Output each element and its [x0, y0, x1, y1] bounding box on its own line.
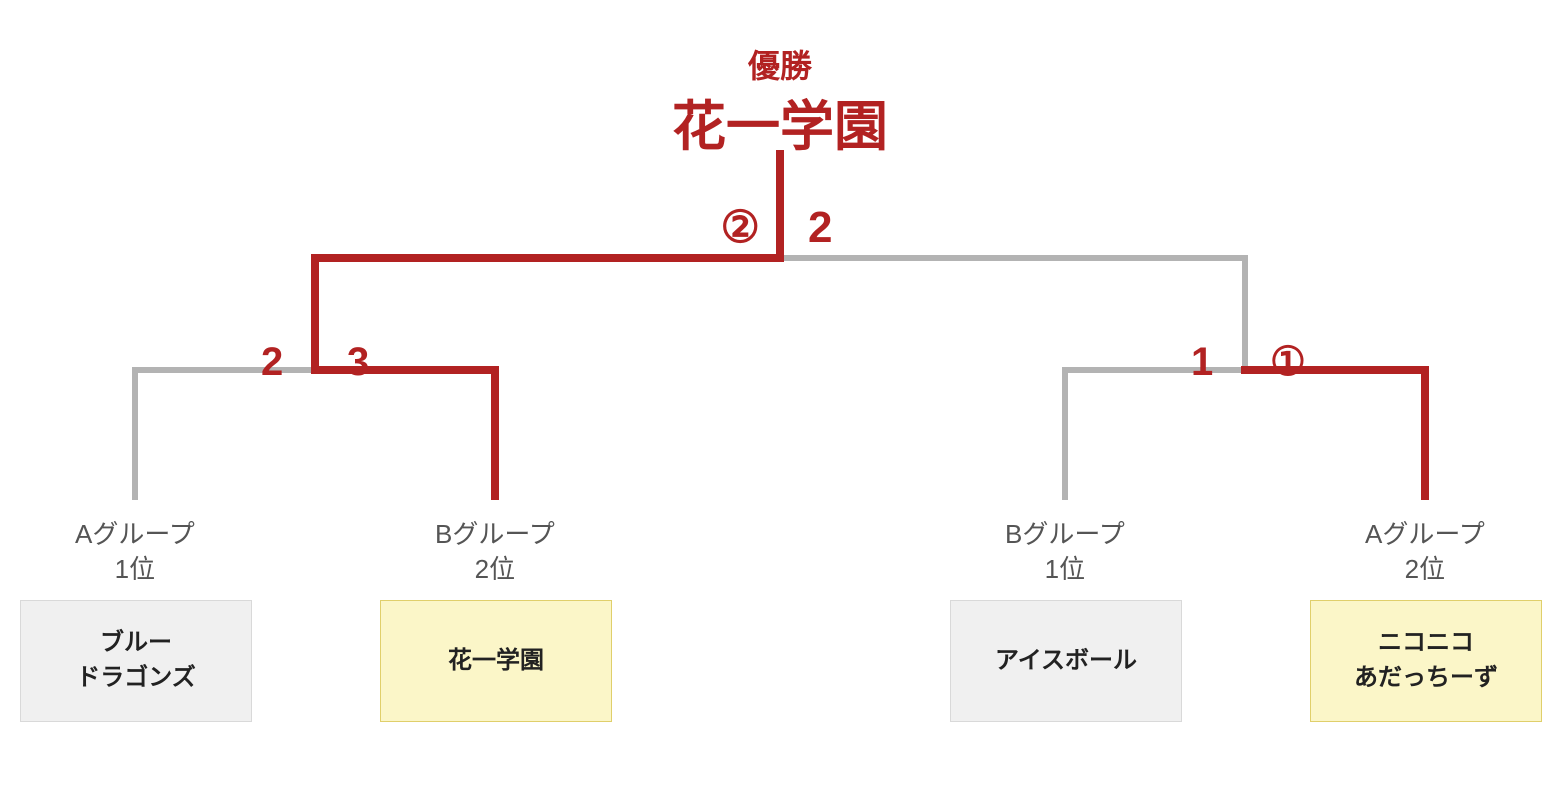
team-box: ブルー ドラゴンズ: [20, 600, 252, 722]
champion-name: 花一学園: [672, 100, 888, 154]
champion-label: 優勝: [748, 50, 812, 82]
final-score-left: ②: [721, 206, 760, 250]
semi-right-score-right: ①: [1270, 342, 1306, 382]
seed-label: Bグループ 1位: [1005, 517, 1125, 587]
team-name: アイスボール: [995, 644, 1137, 679]
bracket-stage: 優勝花一学園 ② 2 2 3 1 ① Aグループ 1位 Bグループ 2位 Bグループ 1位 Aグルー…: [0, 0, 1560, 806]
seed-label: Bグループ 2位: [435, 517, 555, 587]
semi-left-score-right: 3: [347, 342, 369, 382]
semi-right-score-left: 1: [1191, 342, 1213, 382]
semi-left-score-left: 2: [261, 342, 283, 382]
team-name: ブルー ドラゴンズ: [76, 626, 196, 696]
seed-label: Aグループ 1位: [75, 517, 195, 587]
team-name: 花一学園: [448, 644, 544, 679]
seed-label: Aグループ 2位: [1365, 517, 1485, 587]
team-box: 花一学園: [380, 600, 612, 722]
final-score-right: 2: [808, 206, 832, 250]
team-name: ニコニコ あだっちーず: [1354, 626, 1498, 696]
team-box: ニコニコ あだっちーず: [1310, 600, 1542, 722]
team-box: アイスボール: [950, 600, 1182, 722]
